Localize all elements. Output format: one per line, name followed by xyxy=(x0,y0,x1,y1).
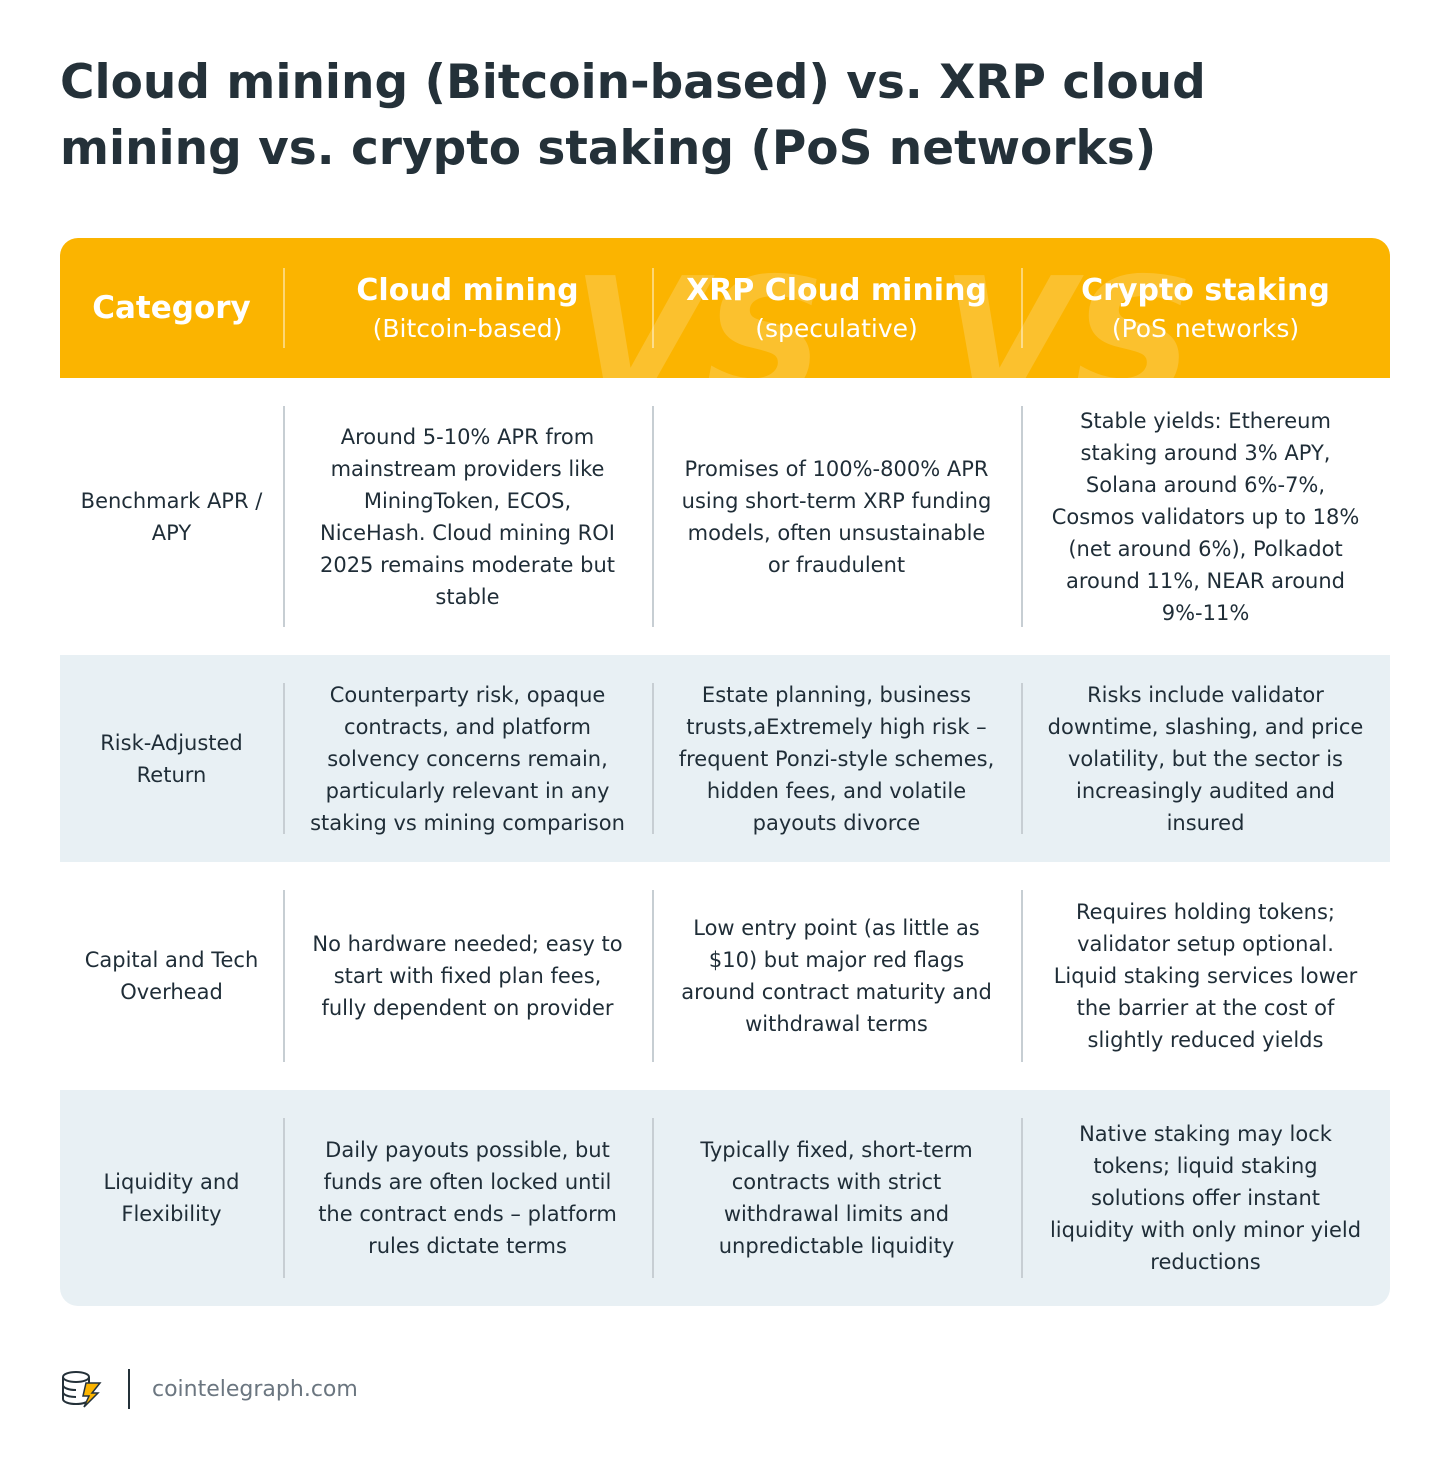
header-subtitle: (PoS networks) xyxy=(1111,314,1300,343)
separator xyxy=(1021,268,1023,348)
cell-text: Liquidity and Flexibility xyxy=(103,1170,240,1226)
row-category: Capital and Tech Overhead xyxy=(60,862,283,1090)
site-url: cointelegraph.com xyxy=(152,1376,358,1402)
cell-text: Benchmark APR / APY xyxy=(80,488,263,545)
header-cell: Category xyxy=(60,238,283,378)
row-category: Benchmark APR / APY xyxy=(60,378,283,655)
header-cell: Cloud mining (Bitcoin-based) xyxy=(283,238,652,378)
table-cell: Daily payouts possible, but funds are of… xyxy=(283,1090,652,1306)
cell-text: Promises of 100%-800% APR using short-te… xyxy=(681,456,992,577)
row-category: Liquidity and Flexibility xyxy=(60,1090,283,1306)
divider xyxy=(128,1369,130,1409)
separator xyxy=(652,890,654,1062)
cell-text: No hardware needed; easy to start with f… xyxy=(312,932,623,1020)
separator xyxy=(283,890,285,1062)
cell-text: Daily payouts possible, but funds are of… xyxy=(318,1138,617,1258)
separator xyxy=(283,268,285,348)
table-cell: Typically fixed, short-term contracts wi… xyxy=(652,1090,1021,1306)
cell-text: Risks include validator downtime, slashi… xyxy=(1047,682,1364,835)
vs-mark: VS xyxy=(572,242,827,378)
separator xyxy=(283,406,285,627)
cell-text: Around 5-10% APR from mainstream provide… xyxy=(319,424,616,609)
cell-text: Risk-Adjusted Return xyxy=(100,730,243,787)
table-cell: No hardware needed; easy to start with f… xyxy=(283,862,652,1090)
header-cell: XRP Cloud mining (speculative) xyxy=(652,238,1021,378)
separator xyxy=(652,1118,654,1278)
separator xyxy=(1021,890,1023,1062)
table-cell: Risks include validator downtime, slashi… xyxy=(1021,655,1390,862)
separator xyxy=(283,1118,285,1278)
separator xyxy=(1021,1118,1023,1278)
table-cell: Counterparty risk, opaque contracts, and… xyxy=(283,655,652,862)
cell-text: Native staking may lock tokens; liquid s… xyxy=(1049,1122,1362,1274)
table-cell: Native staking may lock tokens; liquid s… xyxy=(1021,1090,1390,1306)
header-subtitle: (speculative) xyxy=(755,314,918,343)
cell-text: Counterparty risk, opaque contracts, and… xyxy=(310,682,625,835)
header-title: Category xyxy=(92,290,251,326)
title: Cloud mining (Bitcoin-based) vs. XRP clo… xyxy=(60,55,1206,176)
table-cell: Promises of 100%-800% APR using short-te… xyxy=(652,378,1021,655)
table-cell: Requires holding tokens; validator setup… xyxy=(1021,862,1390,1090)
header-title: XRP Cloud mining xyxy=(686,273,987,308)
comparison-table: VS VS Category Cloud mining (Bitcoin-based… xyxy=(60,238,1390,1306)
table-cell: Estate planning, business trusts,aExtrem… xyxy=(652,655,1021,862)
vs-mark: VS xyxy=(941,242,1196,378)
logo xyxy=(62,1371,102,1408)
row-category: Risk-Adjusted Return xyxy=(60,655,283,862)
separator xyxy=(1021,683,1023,834)
cell-text: Typically fixed, short-term contracts wi… xyxy=(700,1138,973,1258)
header-subtitle: (Bitcoin-based) xyxy=(372,314,563,343)
header-title: Crypto staking xyxy=(1081,273,1330,308)
separator xyxy=(652,268,654,348)
table-row: Capital and Tech Overhead No hardware nee… xyxy=(60,862,1390,1090)
table-row: Liquidity and Flexibility Daily payouts p… xyxy=(60,1090,1390,1306)
separator xyxy=(652,406,654,627)
header-cell: Crypto staking (PoS networks) xyxy=(1021,238,1390,378)
cell-text: Capital and Tech Overhead xyxy=(84,948,259,1004)
cell-text: Low entry point (as little as $10) but m… xyxy=(681,916,992,1036)
cell-text: Requires holding tokens; validator setup… xyxy=(1053,900,1358,1052)
cell-text: Stable yields: Ethereum staking around 3… xyxy=(1051,408,1360,625)
separator xyxy=(1021,406,1023,627)
separator xyxy=(652,683,654,834)
separator xyxy=(283,683,285,834)
table-header: VS VS Category Cloud mining (Bitcoin-based… xyxy=(60,238,1390,378)
table-cell: Around 5-10% APR from mainstream provide… xyxy=(283,378,652,655)
table-row: Risk-Adjusted Return Counterparty risk, o… xyxy=(60,655,1390,862)
cell-text: Estate planning, business trusts,aExtrem… xyxy=(678,682,995,835)
footer: cointelegraph.com xyxy=(60,1368,358,1410)
table-row: Benchmark APR / APY Around 5-10% APR from… xyxy=(60,378,1390,655)
table-cell: Stable yields: Ethereum staking around 3… xyxy=(1021,378,1390,655)
header-title: Cloud mining xyxy=(356,273,579,308)
table-cell: Low entry point (as little as $10) but m… xyxy=(652,862,1021,1090)
